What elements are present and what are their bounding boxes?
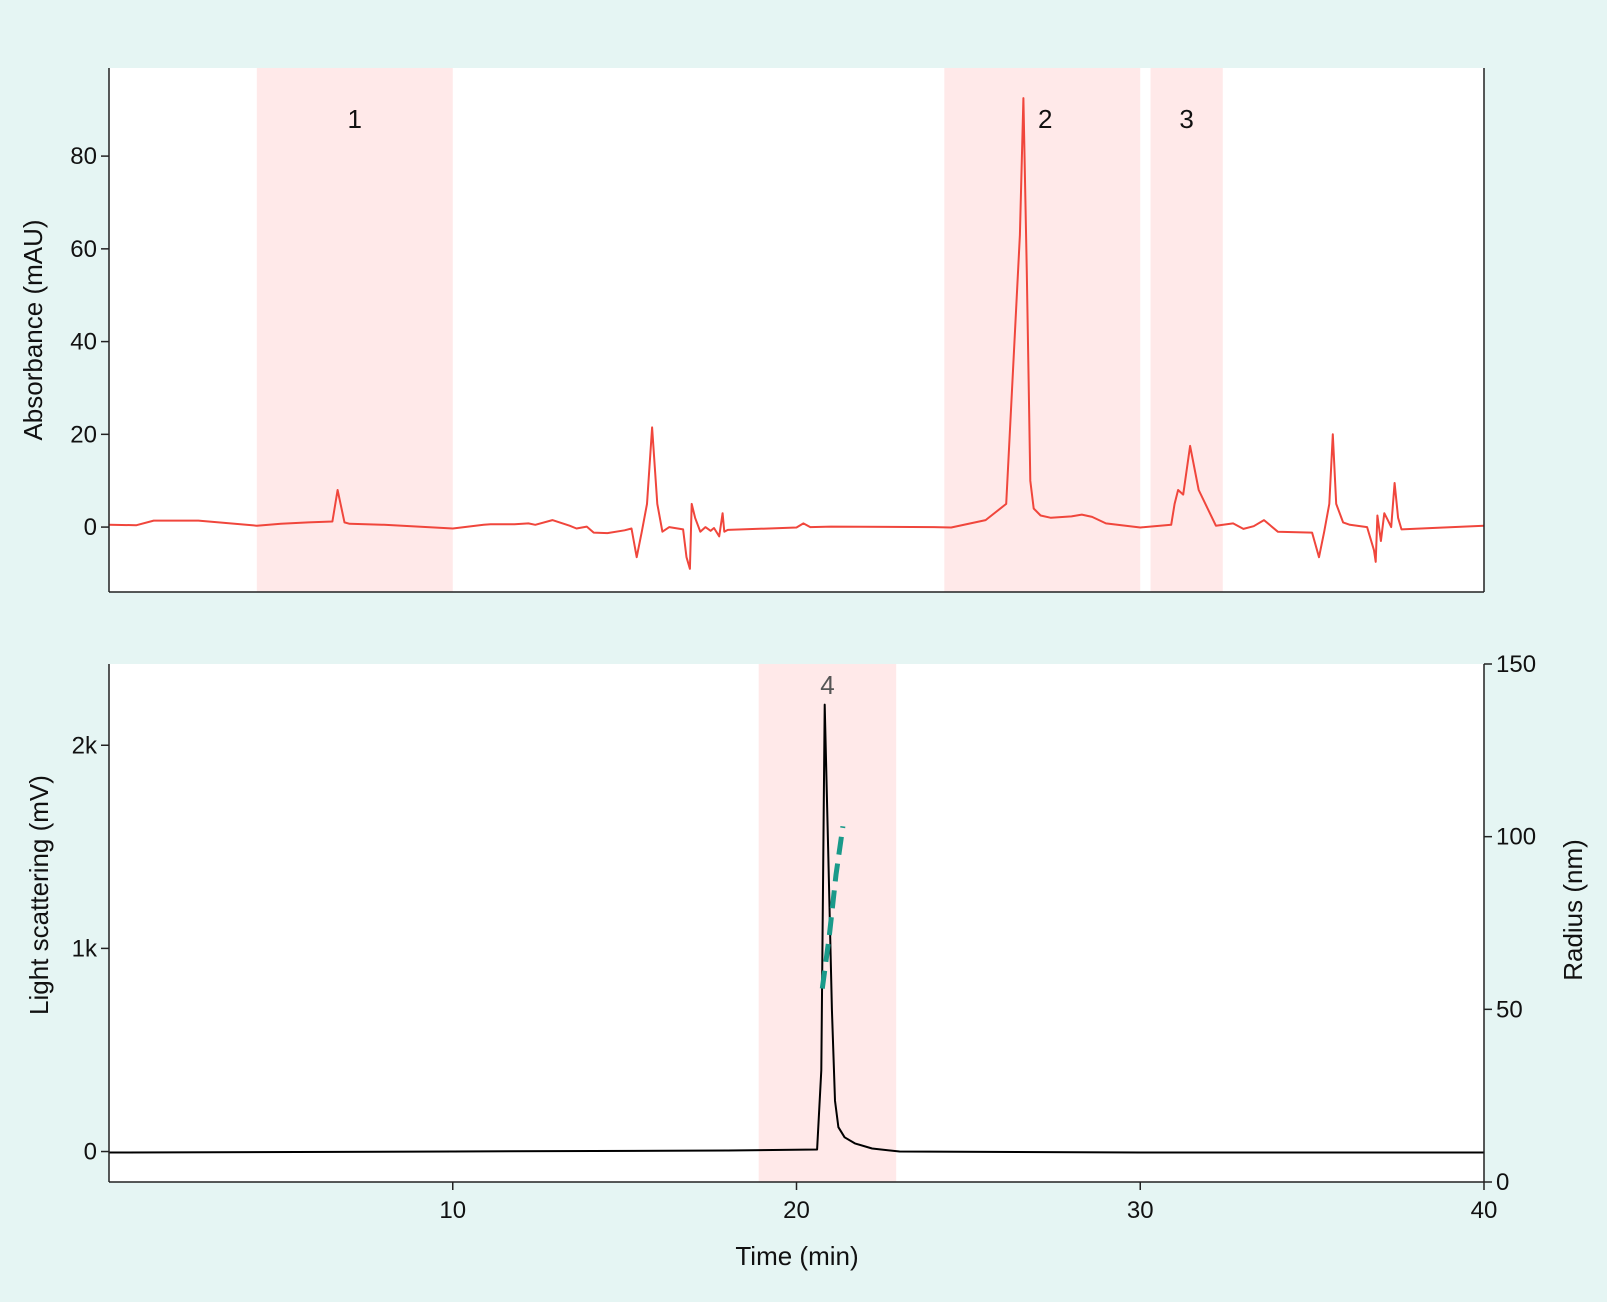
bottom-fraction-regions: 4 <box>758 664 897 1182</box>
y-tick-label: 80 <box>70 143 97 170</box>
y-tick-label: 1k <box>72 935 98 962</box>
radius-trace <box>819 825 846 989</box>
absorbance-series <box>108 97 1485 570</box>
fraction-region-3 <box>1150 68 1223 592</box>
x-axis-title: Time (min) <box>735 1241 858 1271</box>
fraction-region-1 <box>256 68 453 592</box>
top-fraction-regions: 1 2 3 <box>256 68 1223 592</box>
y-tick-label: 40 <box>70 329 97 356</box>
y2-tick-label: 50 <box>1496 996 1523 1023</box>
fraction-region-4 <box>758 664 897 1182</box>
x-tick-label: 10 <box>439 1197 466 1224</box>
fraction-region-label: 4 <box>820 670 834 700</box>
y-tick-label: 60 <box>70 236 97 263</box>
y-tick-label: 0 <box>84 514 97 541</box>
x-tick-label: 20 <box>783 1197 810 1224</box>
y2-axis-title-radius: Radius (nm) <box>1558 839 1588 981</box>
y-axis-title-absorbance: Absorbance (mAU) <box>18 219 48 440</box>
y2-tick-label: 0 <box>1496 1169 1509 1196</box>
fraction-region-label: 3 <box>1179 104 1193 134</box>
y-axis-title-light-scattering: Light scattering (mV) <box>24 775 54 1015</box>
y2-tick-label: 100 <box>1496 824 1536 851</box>
fraction-region-label: 2 <box>1038 104 1052 134</box>
x-tick-label: 40 <box>1471 1197 1498 1224</box>
y-tick-label: 0 <box>84 1139 97 1166</box>
light-scattering-trace <box>108 703 1484 1154</box>
axes: 0 20 40 60 80 0 1k 2k 0 50 100 150 10 20 30 40 <box>70 68 1536 1224</box>
fraction-region-2 <box>944 68 1141 592</box>
x-tick-label: 30 <box>1127 1197 1154 1224</box>
absorbance-trace <box>108 97 1485 570</box>
light-scattering-series <box>108 703 1484 1154</box>
fraction-region-label: 1 <box>348 104 362 134</box>
y2-tick-label: 150 <box>1496 651 1536 678</box>
y-tick-label: 2k <box>72 732 98 759</box>
y-tick-label: 20 <box>70 421 97 448</box>
